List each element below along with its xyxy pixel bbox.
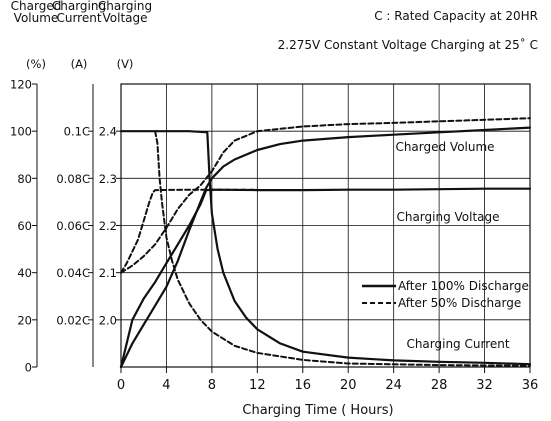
series-charged-volume-after-100 [119, 126, 532, 369]
x-tick-label: 8 [208, 378, 216, 393]
y-tick-label-volume: 40 [17, 266, 32, 280]
note-charging-condition: 2.275V Constant Voltage Charging at 25˚ … [278, 37, 538, 52]
x-tick-label: 20 [340, 378, 357, 393]
y-tick-label-volume: 60 [17, 219, 32, 233]
series-charging-voltage-after-50 [120, 188, 259, 274]
y-tick-label-volume: 120 [10, 78, 32, 92]
x-tick-label: 12 [249, 378, 266, 393]
series [119, 117, 532, 369]
y-axis-title-voltage: Charging [98, 0, 152, 13]
y-tick-label-current: 0.02C [56, 313, 90, 327]
y-axis-title-volume: Volume [14, 11, 59, 25]
x-tick-label: 4 [162, 378, 170, 393]
series-charging-current-after-50 [154, 130, 531, 367]
y-tick-label-volume: 100 [10, 125, 32, 139]
x-tick-label: 32 [476, 378, 493, 393]
series-charging-current-after-100 [119, 130, 532, 366]
y-axis-title-volume: Charged [11, 0, 62, 13]
series-charging-voltage-after-100 [119, 187, 532, 369]
y-tick-label-voltage: 2.1 [99, 266, 117, 280]
axes: 0 4 8 12 16 20 24 28 32 36 0 20 40 60 80 100 120 0.02C 0.0… [10, 78, 538, 394]
curve-label-charging-current: Charging Current [406, 337, 509, 351]
y-tick-label-voltage: 2.4 [99, 125, 117, 139]
x-axis-label: Charging Time ( Hours) [242, 403, 393, 418]
x-tick-label: 28 [431, 378, 448, 393]
y-tick-label-volume: 0 [25, 361, 32, 375]
curve-label-charged-volume: Charged Volume [395, 140, 494, 154]
x-tick-label: 16 [295, 378, 312, 393]
y-tick-label-current: 0.06C [56, 219, 90, 233]
y-axis-title-current: Charging [52, 0, 106, 13]
y-tick-label-voltage: 2.3 [99, 172, 117, 186]
y-tick-label-current: 0.04C [56, 266, 90, 280]
y-axis-unit-current: (A) [71, 57, 88, 71]
y-tick-label-voltage: 2.2 [99, 219, 117, 233]
y-tick-label-volume: 20 [17, 313, 32, 327]
legend-entry-100: After 100% Discharge [398, 279, 529, 293]
y-axis-unit-voltage: (V) [117, 57, 134, 71]
x-tick-label: 36 [522, 378, 539, 393]
grid [120, 83, 531, 368]
y-tick-label-volume: 80 [17, 172, 32, 186]
y-axis-title-current: Current [56, 11, 101, 25]
legend: After 100% Discharge After 50% Discharge [362, 279, 529, 310]
series-charged-volume-after-50 [120, 117, 531, 274]
note-rated-capacity: C : Rated Capacity at 20HR [374, 9, 538, 23]
y-axis-unit-volume: (%) [26, 57, 46, 71]
y-tick-label-current: 0.08C [56, 172, 90, 186]
y-axis-title-voltage: Voltage [102, 11, 147, 25]
x-tick-label: 24 [385, 378, 402, 393]
legend-entry-50: After 50% Discharge [398, 296, 521, 310]
y-tick-label-current: 0.1C [64, 125, 90, 139]
curve-label-charging-voltage: Charging Voltage [396, 210, 499, 224]
x-tick-label: 0 [117, 378, 125, 393]
y-tick-label-voltage: 2.0 [99, 313, 117, 327]
